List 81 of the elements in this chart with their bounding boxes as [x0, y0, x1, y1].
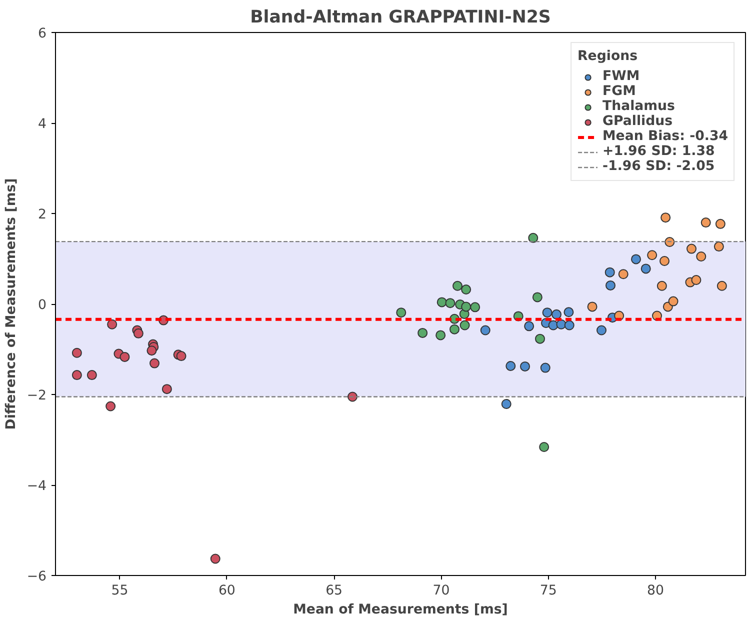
x-tick-label: 80 [647, 584, 664, 598]
point [460, 320, 470, 330]
point [524, 321, 534, 332]
point [72, 348, 82, 358]
point [631, 254, 641, 264]
point [715, 218, 726, 229]
legend-label: FGM [602, 84, 636, 99]
legend-title: Regions [578, 49, 639, 64]
legend-label: FWM [602, 69, 640, 84]
point [618, 269, 628, 280]
point [106, 401, 116, 412]
point [162, 384, 172, 394]
point [470, 302, 480, 312]
point [696, 251, 706, 262]
x-tick-label: 55 [111, 584, 128, 598]
point [396, 308, 406, 318]
y-tick-label: 0 [38, 298, 47, 313]
point [596, 325, 606, 336]
point [686, 244, 696, 254]
point [587, 302, 598, 312]
point [107, 319, 118, 330]
point [660, 256, 670, 266]
point [520, 361, 530, 372]
point [480, 325, 490, 336]
point [542, 308, 552, 318]
point [604, 267, 615, 278]
legend-label: Thalamus [602, 99, 675, 114]
y-tick-label: −4 [26, 479, 47, 494]
point [210, 554, 220, 564]
point [691, 275, 702, 286]
point [452, 280, 462, 291]
point [133, 328, 144, 338]
point [150, 358, 160, 368]
point [86, 370, 97, 380]
point [656, 280, 667, 291]
point [606, 280, 616, 290]
point [436, 297, 447, 308]
legend-label: Mean Bias: -0.34 [602, 129, 728, 144]
y-tick-label: 6 [38, 26, 47, 42]
point [564, 307, 574, 318]
point [418, 328, 428, 338]
legend-label: +1.96 SD: 1.38 [602, 144, 715, 159]
x-tick-label: 75 [540, 584, 557, 598]
point [450, 324, 460, 334]
point [539, 442, 550, 452]
point [540, 362, 550, 373]
y-tick-label: 2 [38, 208, 47, 222]
point [461, 302, 472, 312]
point [445, 298, 456, 308]
y-axis-title: Difference of Measurements [ms] [4, 178, 19, 430]
y-tick-label: 4 [38, 117, 47, 132]
point [120, 352, 130, 362]
y-tick-label: −2 [26, 388, 47, 404]
point [146, 346, 157, 356]
point [535, 334, 545, 344]
point [176, 351, 186, 362]
point [640, 264, 651, 274]
point [552, 309, 562, 320]
point [461, 284, 472, 295]
legend-label: GPallidus [602, 114, 673, 129]
point [668, 296, 678, 306]
point [528, 232, 538, 243]
point [501, 399, 512, 409]
point [564, 320, 574, 330]
x-tick-label: 70 [432, 584, 450, 598]
point [700, 218, 711, 228]
x-axis-title: Mean of Measurements [ms] [293, 602, 508, 618]
legend-label: -1.96 SD: -2.05 [602, 159, 715, 174]
point [532, 292, 542, 302]
point [647, 250, 658, 260]
point [72, 370, 82, 380]
point [716, 280, 727, 291]
point [714, 242, 724, 252]
y-tick-label: −6 [26, 570, 47, 584]
point [436, 330, 446, 340]
point [664, 237, 675, 247]
point [660, 212, 671, 223]
point [506, 361, 516, 371]
x-tick-label: 60 [218, 584, 236, 598]
x-tick-label: 65 [326, 584, 343, 598]
chart-title: Bland-Altman GRAPPATINI-N2S [250, 8, 551, 28]
